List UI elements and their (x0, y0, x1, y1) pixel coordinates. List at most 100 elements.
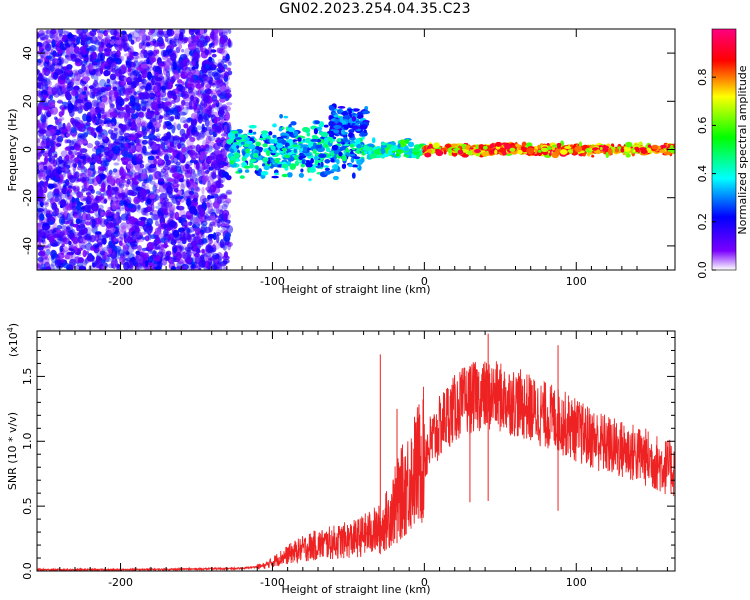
spectral-point-3109 (110, 104, 115, 108)
spectral-point-4064 (287, 127, 296, 133)
spectral-point-3502 (68, 37, 76, 42)
spectral-point-1669 (177, 79, 183, 84)
spectral-point-4787 (444, 143, 452, 149)
spectral-point-3106 (113, 237, 119, 242)
spectral-point-2468 (167, 187, 175, 194)
spectral-point-3337 (142, 196, 148, 200)
spectral-point-2966 (118, 73, 123, 81)
spectral-point-4352 (385, 144, 393, 147)
spectral-point-2852 (149, 226, 154, 230)
spectral-point-3923 (313, 155, 319, 161)
spectral-point-1198 (64, 155, 70, 165)
spectral-point-2706 (208, 175, 215, 182)
spectral-point-1089 (74, 150, 78, 156)
spectral-point-2640 (155, 135, 161, 143)
spectral-point-2787 (104, 31, 109, 37)
spectral-point-3150 (114, 44, 123, 51)
spectral-point-4367 (397, 143, 401, 149)
spectral-point-3286 (64, 38, 69, 47)
spectral-point-2583 (153, 70, 159, 79)
spectral-point-3933 (270, 152, 276, 156)
spectral-point-2439 (192, 197, 198, 203)
spectral-point-2840 (126, 231, 131, 239)
spectral-point-3083 (70, 126, 77, 134)
spectral-point-1792 (147, 250, 154, 255)
spectral-point-1825 (165, 159, 171, 166)
spectral-point-3462 (139, 49, 148, 59)
spectral-point-4067 (292, 144, 298, 147)
spectral-point-1855 (99, 79, 106, 87)
spectral-point-3899 (311, 135, 318, 138)
spectral-point-3188 (212, 38, 218, 47)
spectral-point-3440 (75, 54, 83, 60)
spectral-point-3339 (166, 178, 175, 183)
spectral-point-2564 (141, 121, 146, 128)
spectral-point-3355 (67, 103, 75, 111)
spectral-point-2073 (140, 49, 147, 55)
spectral-point-2307 (76, 73, 82, 81)
spectral-point-4197 (359, 124, 368, 130)
spectral-point-1571 (191, 233, 195, 238)
spectral-point-3364 (192, 170, 197, 180)
spectral-point-2988 (145, 83, 152, 92)
spectral-point-3395 (77, 104, 83, 110)
spectral-point-3016 (84, 252, 90, 256)
spectral-point-3358 (100, 114, 107, 120)
spectral-point-2721 (87, 160, 96, 164)
spectral-point-3549 (78, 265, 87, 270)
spectral-point-3966 (231, 130, 239, 134)
spectral-point-867 (149, 249, 157, 255)
spectral-point-2912 (211, 29, 215, 37)
spectral-point-2160 (37, 71, 42, 75)
spectral-point-2594 (71, 133, 77, 138)
spectral-point-2510 (79, 120, 87, 127)
spectral-point-2184 (201, 161, 209, 167)
spectral-point-3318 (206, 110, 212, 116)
spectral-point-3179 (169, 38, 176, 44)
spectral-point-4018 (249, 159, 256, 163)
spectral-point-3920 (300, 168, 304, 173)
spectral-point-2098 (115, 215, 122, 224)
spectral-point-1671 (68, 265, 76, 270)
spectral-point-3553 (76, 185, 80, 192)
spectral-point-2094 (71, 96, 77, 104)
spectral-point-4050 (351, 164, 358, 168)
spectral-point-2413 (75, 147, 83, 151)
spectral-point-2867 (131, 77, 140, 86)
spectral-point-3543 (175, 238, 182, 244)
spectral-point-3446 (59, 73, 67, 81)
spectral-point-3423 (173, 246, 177, 254)
spectral-point-3470 (190, 240, 198, 247)
spectral-point-1753 (69, 175, 76, 183)
spectral-point-2493 (129, 51, 134, 60)
spectral-point-4022 (341, 155, 347, 162)
spectral-point-3431 (152, 65, 161, 73)
spectral-point-3101 (148, 137, 153, 147)
spectral-point-3442 (37, 138, 41, 144)
spectral-point-1659 (157, 152, 163, 157)
spectral-point-3100 (160, 223, 168, 229)
spectral-point-3308 (115, 58, 122, 65)
spectral-point-4945 (467, 150, 474, 156)
spectral-point-3211 (184, 77, 191, 83)
spectral-point-2998 (86, 126, 94, 132)
spectral-point-2268 (62, 30, 70, 35)
spectral-point-2448 (137, 138, 141, 145)
spectral-point-1863 (181, 99, 186, 106)
spectral-point-3338 (154, 121, 162, 129)
spectral-point-3417 (55, 165, 62, 175)
spectral-point-4273 (371, 137, 376, 144)
spectral-point-3753 (258, 168, 262, 174)
spectral-point-3260 (199, 35, 207, 39)
spectral-point-888 (168, 165, 176, 174)
spectral-point-4966 (435, 149, 444, 157)
spectral-point-1765 (201, 161, 206, 171)
spectral-point-3084 (131, 223, 139, 232)
spectral-point-3055 (193, 217, 201, 225)
spectral-point-337 (177, 258, 184, 265)
spectral-point-3070 (64, 254, 71, 260)
spectral-point-2240 (225, 191, 233, 196)
spectral-point-2178 (138, 216, 147, 221)
spectral-point-3237 (145, 260, 149, 268)
spectral-point-3123 (173, 38, 180, 46)
